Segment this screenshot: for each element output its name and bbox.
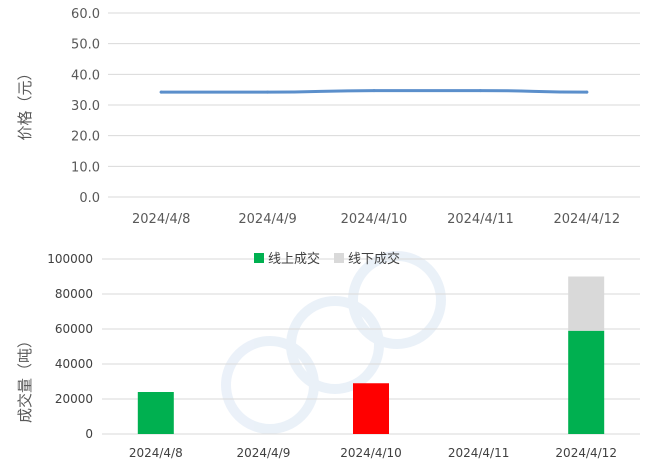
legend-label-offline: 线下成交 (348, 251, 400, 267)
volume-y-tick-label: 20000 (55, 392, 93, 406)
price-data-point (372, 89, 376, 93)
legend-label-online: 线上成交 (268, 251, 320, 267)
online-volume-bar (568, 330, 605, 434)
volume-y-tick-label: 60000 (55, 322, 93, 336)
price-y-axis-title: 价格（元） (16, 65, 34, 140)
offline-volume-bar (568, 276, 605, 331)
price-series (159, 89, 589, 94)
price-x-tick-label: 2024/4/11 (447, 212, 514, 227)
volume-x-tick-label: 2024/4/9 (236, 446, 290, 460)
volume-y-tick-label: 40000 (55, 357, 93, 371)
price-data-point (159, 90, 163, 94)
volume-x-tick-label: 2024/4/10 (340, 446, 402, 460)
watermark-logo (221, 251, 446, 434)
legend-swatch-offline (334, 253, 344, 263)
price-x-tick-label: 2024/4/8 (132, 212, 190, 227)
price-x-ticks: 2024/4/8 2024/4/9 2024/4/10 2024/4/11 2024/4… (132, 212, 620, 227)
price-data-point (478, 89, 482, 93)
volume-x-tick-label: 2024/4/8 (129, 446, 183, 460)
volume-y-ticks: 0 20000 40000 60000 80000 100000 (47, 252, 93, 441)
volume-legend: 线上成交 线下成交 (254, 251, 400, 267)
price-y-tick-label: 60.0 (71, 7, 100, 22)
price-y-tick-label: 20.0 (71, 130, 100, 145)
volume-y-axis-title: 成交量（吨） (16, 333, 34, 423)
volume-y-tick-label: 0 (85, 427, 93, 441)
price-y-tick-label: 40.0 (71, 68, 100, 83)
price-y-tick-label: 50.0 (71, 38, 100, 53)
price-data-point (585, 90, 589, 94)
price-x-tick-label: 2024/4/10 (341, 212, 408, 227)
online-volume-bar (353, 383, 389, 434)
price-y-tick-label: 0.0 (79, 191, 100, 206)
price-x-tick-label: 2024/4/9 (238, 212, 296, 227)
volume-y-tick-label: 100000 (47, 252, 93, 266)
price-y-ticks: 0.0 10.0 20.0 30.0 40.0 50.0 60.0 (71, 7, 100, 206)
price-line-chart: 0.010.020.030.040.050.060.0 2024/4/8 2024… (16, 7, 640, 227)
volume-x-tick-label: 2024/4/11 (448, 446, 510, 460)
legend-swatch-online (254, 253, 264, 263)
price-data-point (266, 90, 270, 94)
online-volume-bar (137, 392, 174, 434)
volume-y-tick-label: 80000 (55, 287, 93, 301)
price-x-tick-label: 2024/4/12 (553, 212, 620, 227)
volume-x-ticks: 2024/4/8 2024/4/9 2024/4/10 2024/4/11 2024/4… (129, 446, 617, 460)
price-y-tick-label: 30.0 (71, 99, 100, 114)
price-y-tick-label: 10.0 (71, 160, 100, 175)
volume-x-tick-label: 2024/4/12 (555, 446, 617, 460)
volume-bars (137, 276, 605, 434)
price-grid (108, 12, 640, 198)
